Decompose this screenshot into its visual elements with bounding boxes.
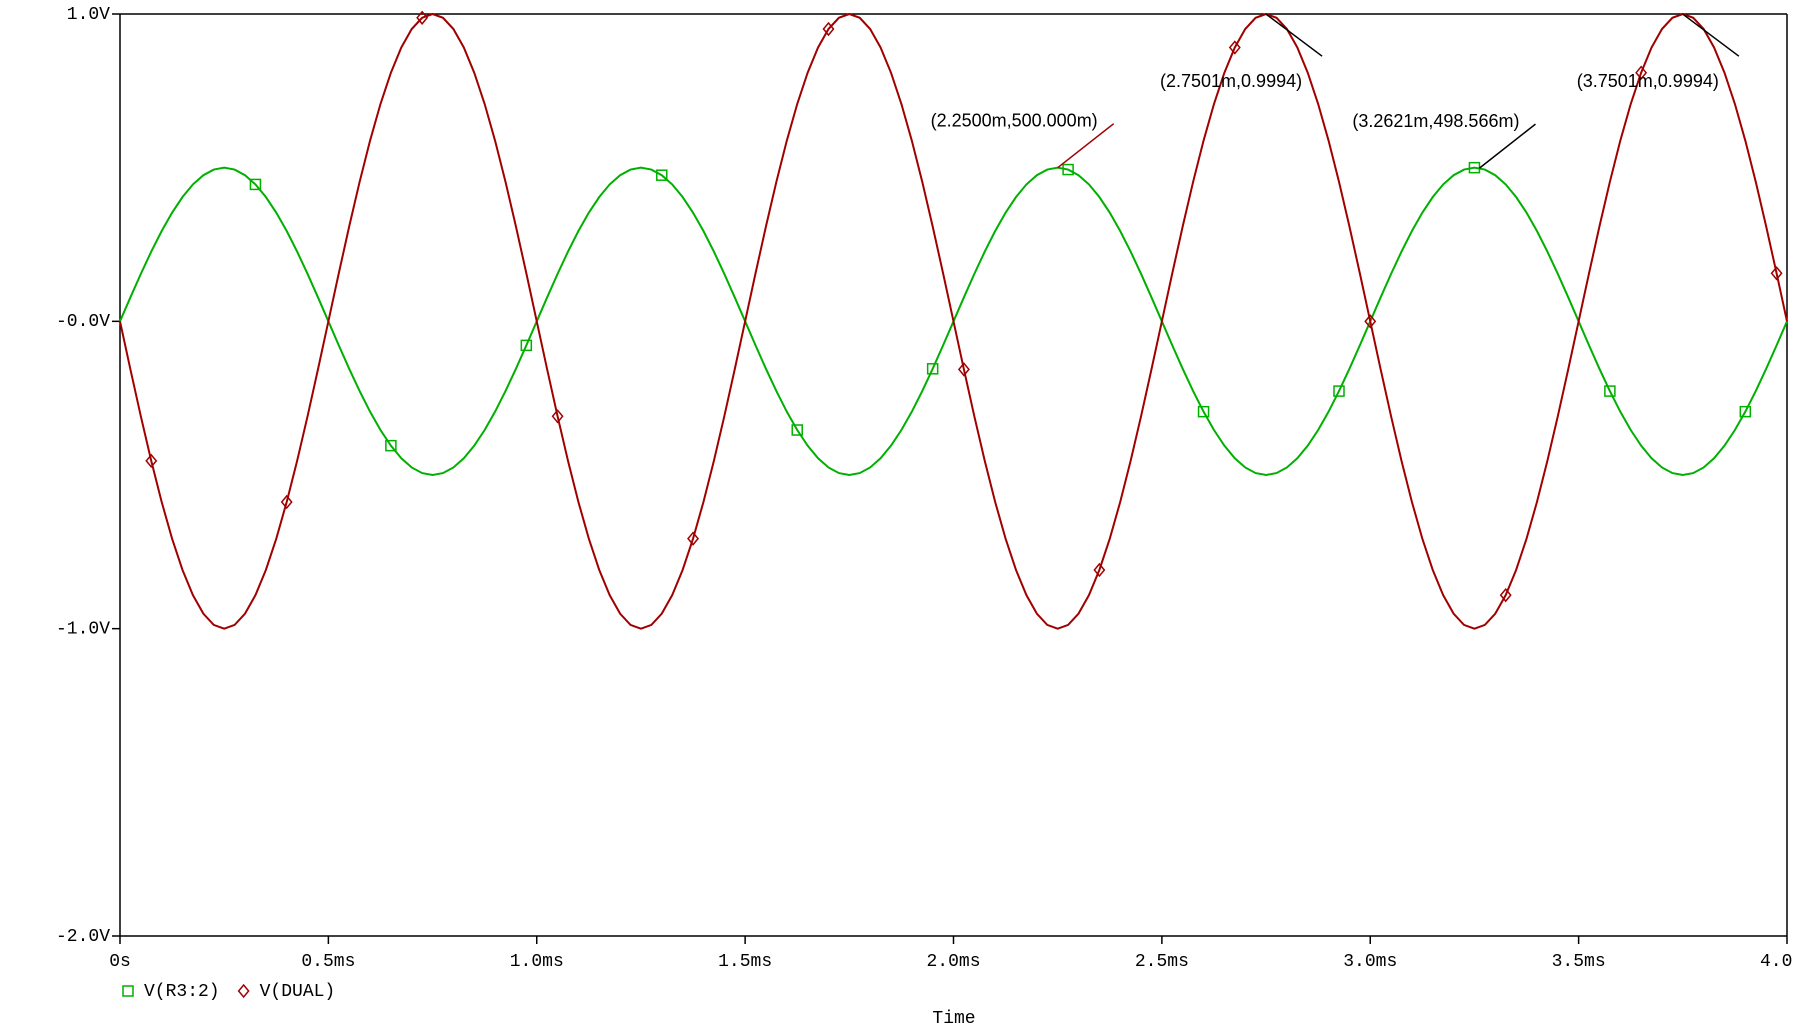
data-marker	[1093, 562, 1106, 578]
x-tick-label: 1.5ms	[718, 952, 772, 972]
data-marker	[416, 10, 429, 25]
data-marker	[1062, 163, 1074, 176]
data-marker	[280, 494, 293, 510]
data-marker	[1499, 587, 1512, 603]
data-marker	[926, 363, 939, 375]
series-line	[119, 12, 1788, 630]
x-tick-label: 0s	[109, 952, 131, 972]
data-marker	[385, 439, 397, 452]
y-tick-label: 1.0V	[67, 5, 110, 25]
data-marker	[551, 409, 564, 424]
annotation-label: (3.7501m,0.9994)	[1577, 71, 1719, 91]
data-marker	[1739, 405, 1752, 418]
annotation-leader	[1682, 13, 1740, 57]
annotation-leader	[1265, 13, 1323, 57]
y-tick-label: -1.0V	[56, 619, 110, 639]
data-marker	[791, 424, 803, 436]
annotation-label: (3.2621m,498.566m)	[1352, 111, 1519, 131]
x-tick-label: 0.5ms	[301, 952, 355, 972]
x-tick-label: 3.5ms	[1552, 952, 1606, 972]
annotation-label: (2.2500m,500.000m)	[931, 110, 1098, 130]
data-marker	[1228, 40, 1241, 55]
annotation-leader	[1479, 123, 1536, 169]
x-axis-label: Time	[932, 1009, 975, 1029]
y-tick-label: -2.0V	[56, 927, 110, 947]
y-tick-label: -0.0V	[56, 312, 110, 332]
data-marker	[1604, 385, 1616, 397]
x-tick-label: 4.0ms	[1760, 952, 1793, 972]
legend-label: V(DUAL)	[260, 982, 336, 1002]
data-marker	[145, 453, 158, 469]
legend-label: V(R3:2)	[144, 982, 220, 1002]
legend-marker	[122, 985, 134, 997]
data-marker	[687, 531, 700, 546]
annotation-label: (2.7501m,0.9994)	[1160, 71, 1302, 91]
data-marker	[249, 178, 262, 191]
data-marker	[656, 169, 668, 181]
annotation-leader	[1057, 123, 1115, 169]
x-tick-label: 2.5ms	[1135, 952, 1189, 972]
x-tick-label: 1.0ms	[510, 952, 564, 972]
data-marker	[1364, 314, 1377, 329]
data-marker	[520, 339, 533, 352]
data-marker	[1770, 266, 1783, 281]
data-marker	[1635, 65, 1648, 80]
data-marker	[1333, 385, 1345, 397]
data-marker	[957, 362, 970, 377]
x-tick-label: 3.0ms	[1343, 952, 1397, 972]
legend-marker	[237, 983, 250, 999]
x-tick-label: 2.0ms	[926, 952, 980, 972]
data-marker	[1197, 405, 1210, 418]
data-marker	[822, 21, 835, 37]
